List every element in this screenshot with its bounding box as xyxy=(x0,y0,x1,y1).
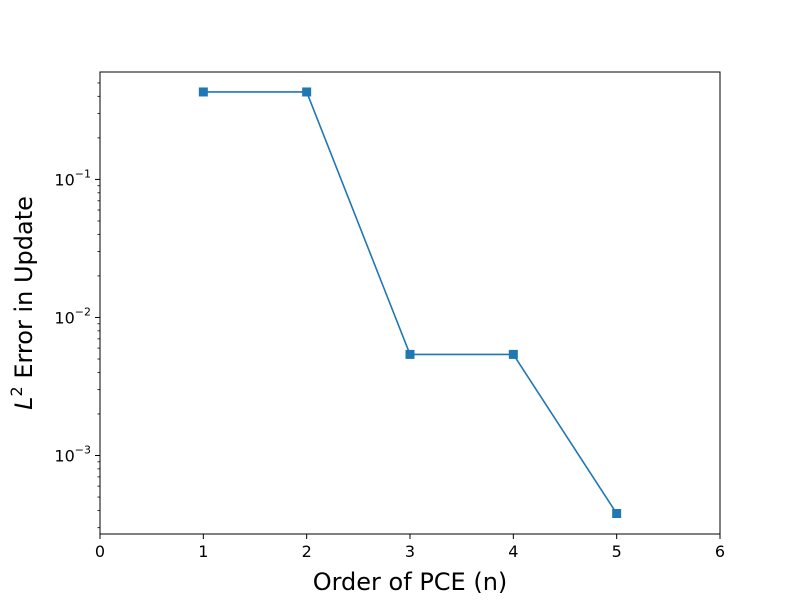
series-line xyxy=(203,91,618,514)
x-axis-label: Order of PCE (n) xyxy=(313,568,508,596)
x-axis-ticks: 0 1 2 3 4 5 6 xyxy=(95,534,725,561)
data-point-marker xyxy=(198,87,208,97)
x-tick-label: 1 xyxy=(198,542,208,561)
x-tick-label: 5 xyxy=(612,542,622,561)
x-tick-label: 0 xyxy=(95,542,105,561)
data-point-marker xyxy=(612,509,622,519)
y-axis-label-text: Error in Update xyxy=(10,196,38,386)
x-tick-label: 2 xyxy=(302,542,312,561)
y-axis-label: L2 Error in Update xyxy=(7,196,38,410)
series-layer xyxy=(198,87,622,519)
data-point-marker xyxy=(405,349,415,359)
y-axis-ticks: 10−1 10−2 10−3 xyxy=(54,82,100,529)
x-tick-label: 3 xyxy=(405,542,415,561)
data-point-marker xyxy=(508,349,518,359)
y-tick-label: 10−1 xyxy=(54,167,91,189)
plot-frame xyxy=(99,71,721,535)
data-point-marker xyxy=(302,87,312,97)
x-tick-label: 6 xyxy=(715,542,725,561)
y-tick-label: 10−3 xyxy=(54,444,91,466)
x-tick-label: 4 xyxy=(508,542,518,561)
y-tick-label: 10−2 xyxy=(54,305,91,327)
y-axis-label-superscript: 2 xyxy=(7,386,26,396)
y-axis-label-variable: L xyxy=(10,397,38,410)
